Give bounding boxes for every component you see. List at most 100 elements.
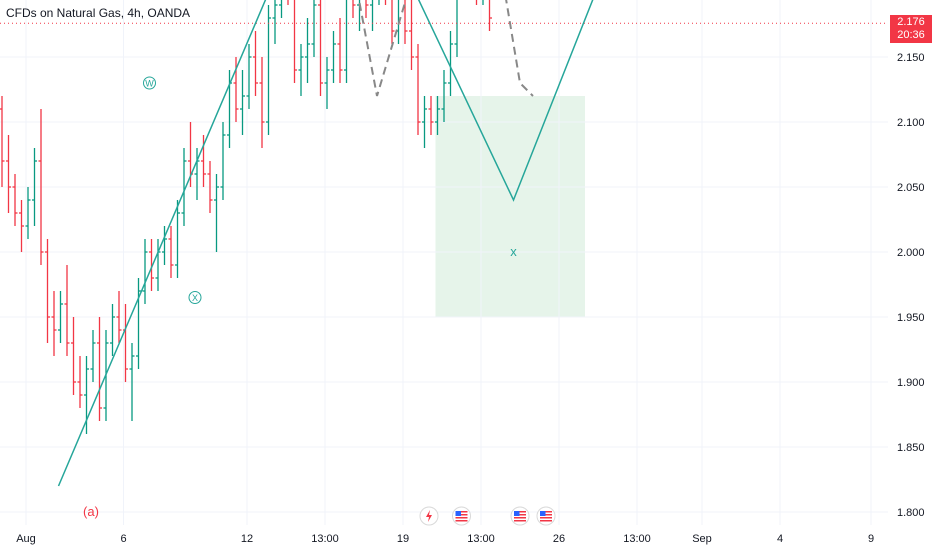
ohlc-bar: [253, 31, 258, 96]
ohlc-bar: [305, 18, 310, 83]
symbol-title[interactable]: CFDs on Natural Gas, 4h, OANDA: [6, 6, 191, 20]
ohlc-bar: [0, 96, 5, 187]
time-tick-label: 26: [553, 533, 565, 545]
ohlc-bar: [162, 226, 167, 265]
ohlc-bar: [181, 148, 187, 226]
ohlc-bar: [266, 5, 271, 135]
flag-stripe: [540, 520, 552, 522]
ohlc-bar: [344, 0, 348, 83]
price-tick-label: 1.950: [897, 312, 925, 324]
ohlc-bar: [175, 200, 180, 278]
us-flag-icon[interactable]: [510, 506, 530, 526]
ohlc-bar: [38, 109, 44, 265]
price-tick-label: 2.100: [897, 117, 925, 129]
flag-canton: [514, 511, 520, 516]
flag-stripe: [540, 517, 552, 519]
flag-stripe: [514, 517, 526, 519]
time-tick-label: 13:00: [311, 533, 339, 545]
event-icons-layer[interactable]: [419, 506, 556, 526]
time-tick-label: 13:00: [467, 533, 495, 545]
flag-canton: [455, 511, 461, 516]
candles-layer: [0, 0, 492, 434]
ohlc-bar: [168, 226, 174, 278]
flag-stripe: [455, 511, 468, 513]
ohlc-bar: [279, 0, 283, 18]
ohlc-bar: [259, 57, 265, 148]
us-flag-icon[interactable]: [536, 506, 556, 526]
ohlc-bar: [71, 317, 76, 395]
ohlc-bar: [378, 0, 380, 5]
flag-stripe: [455, 520, 468, 522]
ohlc-bar: [84, 356, 89, 434]
ohlc-bar: [90, 330, 96, 382]
ohlc-bar: [391, 0, 395, 44]
ohlc-bar: [77, 356, 83, 408]
time-tick-label: 19: [397, 533, 409, 545]
price-tick-label: 1.800: [897, 507, 925, 519]
ohlc-bar: [324, 57, 330, 109]
ohlc-bar: [45, 239, 50, 343]
flag-stripe: [514, 520, 526, 522]
flag-stripe: [514, 511, 526, 513]
time-tick-label: 12: [241, 533, 253, 545]
wave-label: X: [192, 293, 198, 303]
wave-lines-layer: [0, 0, 888, 487]
price-tick-label: 1.850: [897, 442, 925, 454]
ohlc-bar: [32, 148, 37, 226]
ohlc-bar: [129, 343, 135, 421]
ohlc-bar: [384, 0, 387, 5]
wave-labels-layer: wYWXxy(b)(a): [83, 76, 517, 519]
current-price-value: 2.176: [897, 16, 925, 29]
ohlc-bar: [422, 96, 427, 148]
flash-icon[interactable]: [419, 506, 439, 526]
ohlc-bar: [64, 265, 70, 356]
time-tick-label: Sep: [692, 533, 712, 545]
ohlc-bar: [298, 44, 304, 96]
time-tick-label: Aug: [16, 533, 36, 545]
ohlc-bar: [207, 161, 213, 213]
ohlc-bar: [441, 70, 447, 122]
wave-label: x: [510, 244, 517, 259]
current-price-tag: 2.176 20:36: [890, 15, 932, 44]
time-tick-label: 9: [868, 533, 874, 545]
ohlc-bar: [246, 44, 252, 109]
flag-canton: [540, 511, 546, 516]
wave-label-circle: [143, 76, 156, 90]
time-tick-label: 13:00: [623, 533, 651, 545]
price-axis-bg: [888, 0, 932, 550]
ohlc-bar: [331, 31, 336, 83]
projection-path: [357, 0, 534, 97]
ohlc-bar: [475, 0, 478, 5]
flag-stripe: [455, 514, 468, 516]
us-flag-icon[interactable]: [452, 506, 471, 526]
ohlc-bar: [12, 174, 18, 226]
ohlc-bar: [19, 200, 24, 252]
time-axis[interactable]: Aug 6 12 13:00 19 13:00 26 13:00 Sep 4 9: [16, 533, 874, 545]
wave-label-circle: [188, 291, 202, 304]
ohlc-bar: [214, 174, 219, 252]
price-tick-label: 2.150: [897, 52, 925, 64]
time-tick-label: 4: [777, 533, 783, 545]
ohlc-bar: [428, 96, 434, 135]
ohlc-bar: [311, 0, 317, 57]
ohlc-bar: [116, 291, 122, 343]
ohlc-bar: [318, 0, 323, 96]
ohlc-bar: [6, 135, 11, 213]
price-tick-label: 2.050: [897, 182, 925, 194]
ohlc-bar: [110, 304, 115, 356]
ohlc-bar: [58, 291, 63, 343]
ohlc-bar: [435, 96, 440, 135]
ohlc-bar: [51, 291, 57, 356]
ohlc-bar: [404, 0, 408, 44]
price-tick-label: 2.000: [897, 247, 925, 259]
ohlc-bar: [415, 44, 421, 135]
ohlc-bar: [365, 0, 369, 18]
price-axis[interactable]: 2.5502.5002.4502.4002.3502.3002.2502.200…: [888, 0, 932, 550]
ohlc-bar: [240, 70, 245, 135]
flag-stripe: [540, 514, 552, 516]
ohlc-bar: [287, 0, 289, 5]
ohlc-bar: [337, 18, 343, 83]
ohlc-bar: [454, 0, 458, 57]
